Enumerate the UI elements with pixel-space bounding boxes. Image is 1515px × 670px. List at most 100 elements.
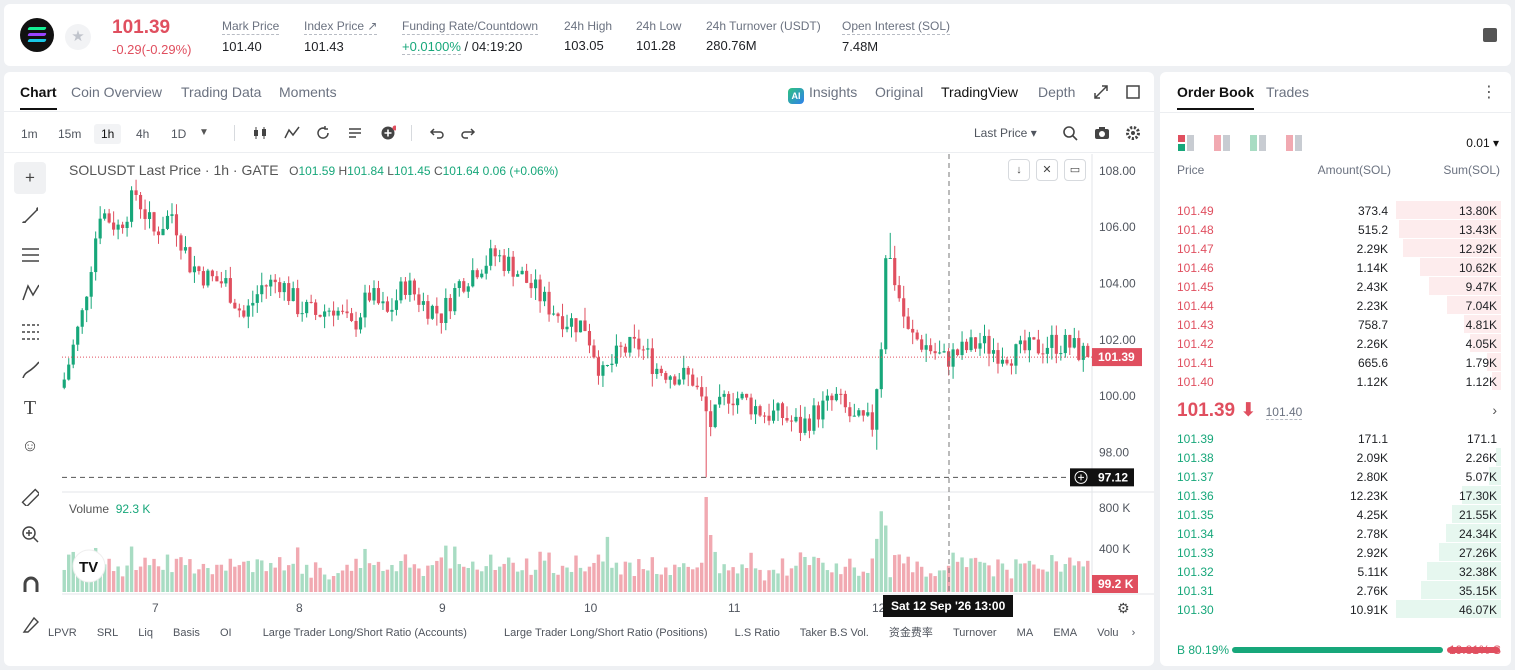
pattern-tool-icon[interactable]: [14, 276, 46, 308]
ask-row[interactable]: 101.48 515.2 13.43K: [1160, 220, 1511, 239]
volume-bar: [964, 567, 969, 592]
price-source-select[interactable]: Last Price ▾: [974, 126, 1037, 140]
text-tool-icon[interactable]: T: [23, 397, 37, 419]
ask-row[interactable]: 101.45 2.43K 9.47K: [1160, 277, 1511, 296]
indicator-basis[interactable]: Basis: [173, 627, 200, 639]
candle-type-icon[interactable]: [252, 125, 268, 141]
indicator-funding-rate[interactable]: 资金费率: [888, 627, 933, 639]
brush-tool-icon[interactable]: [14, 353, 46, 385]
bid-row[interactable]: 101.38 2.09K 2.26K: [1160, 448, 1511, 467]
scroll-down-icon[interactable]: ↓: [1008, 159, 1030, 181]
indicator-ls-positions[interactable]: Large Trader Long/Short Ratio (Positions…: [503, 627, 708, 639]
tab-coin-overview[interactable]: Coin Overview: [71, 84, 163, 100]
add-alert-icon[interactable]: [380, 125, 396, 141]
tab-order-book[interactable]: Order Book: [1177, 84, 1255, 110]
settings-gear-icon[interactable]: [1125, 125, 1141, 141]
indicator-bar: LPVR SRL Liq Basis OI Large Trader Long/…: [48, 624, 1152, 640]
bid-row[interactable]: 101.32 5.11K 32.38K: [1160, 562, 1511, 581]
ask-row[interactable]: 101.43 758.7 4.81K: [1160, 315, 1511, 334]
tab-trades[interactable]: Trades: [1266, 84, 1310, 100]
tab-depth[interactable]: Depth: [1038, 84, 1076, 100]
bid-row[interactable]: 101.36 12.23K 17.30K: [1160, 486, 1511, 505]
stat-open-interest[interactable]: Open Interest (SOL) 7.48M: [842, 19, 951, 54]
bid-row[interactable]: 101.33 2.92K 27.26K: [1160, 543, 1511, 562]
row-amount: 758.7: [1357, 318, 1388, 332]
indicator-srl[interactable]: SRL: [96, 627, 119, 639]
zoom-in-icon[interactable]: [14, 518, 46, 550]
book-icon[interactable]: [1483, 28, 1497, 42]
ask-row[interactable]: 101.42 2.26K 4.05K: [1160, 334, 1511, 353]
tab-tradingview[interactable]: TradingView: [941, 84, 1019, 100]
ruler-icon[interactable]: [14, 481, 46, 513]
volume-bar: [717, 573, 722, 592]
search-icon[interactable]: [1062, 125, 1078, 141]
horizontal-lines-icon[interactable]: [14, 238, 46, 270]
fib-tool-icon[interactable]: [14, 315, 46, 347]
timeframe-1h[interactable]: 1h: [94, 124, 122, 144]
magnet-icon[interactable]: [14, 568, 46, 600]
stat-index-price[interactable]: Index Price ↗ 101.43: [304, 19, 378, 54]
indicator-volume[interactable]: Volu: [1097, 627, 1119, 639]
ask-row[interactable]: 101.44 2.23K 7.04K: [1160, 296, 1511, 315]
indicators-icon[interactable]: [284, 125, 300, 141]
timeframe-15m[interactable]: 15m: [58, 127, 82, 141]
undo-icon[interactable]: [429, 125, 445, 141]
indicator-lpvr[interactable]: LPVR: [48, 627, 77, 639]
view-asks-only-icon[interactable]: [1286, 135, 1302, 151]
chevron-right-icon[interactable]: ›: [1492, 402, 1497, 418]
expand-icon[interactable]: [1094, 85, 1108, 99]
replay-icon[interactable]: [315, 125, 331, 141]
maximize-pane-icon[interactable]: ▭: [1064, 159, 1086, 181]
ask-row[interactable]: 101.47 2.29K 12.92K: [1160, 239, 1511, 258]
view-asks-icon[interactable]: [1214, 135, 1230, 151]
favorite-star-icon[interactable]: ★: [65, 24, 91, 50]
stat-funding-rate[interactable]: Funding Rate/Countdown +0.0100% / 04:19:…: [402, 19, 539, 55]
price-chart[interactable]: 108.00 106.00 104.00 102.00 100.00 98.00 800 K…: [4, 72, 1154, 666]
timeframe-dropdown-icon[interactable]: ▼: [199, 127, 209, 138]
view-both-icon[interactable]: [1178, 135, 1194, 151]
emoji-tool-icon[interactable]: ☺: [21, 436, 39, 455]
redo-icon[interactable]: [460, 125, 476, 141]
ask-row[interactable]: 101.49 373.4 13.80K: [1160, 201, 1511, 220]
ask-row[interactable]: 101.41 665.6 1.79K: [1160, 353, 1511, 372]
view-bids-icon[interactable]: [1250, 135, 1266, 151]
tab-chart[interactable]: Chart: [20, 84, 57, 110]
indicator-turnover[interactable]: Turnover: [952, 627, 997, 639]
fullscreen-icon[interactable]: [1126, 85, 1140, 99]
bid-row[interactable]: 101.30 10.91K 46.07K: [1160, 600, 1511, 619]
bid-row[interactable]: 101.37 2.80K 5.07K: [1160, 467, 1511, 486]
bid-row[interactable]: 101.34 2.78K 24.34K: [1160, 524, 1511, 543]
draw-mode-icon[interactable]: [14, 608, 46, 640]
ask-row[interactable]: 101.46 1.14K 10.62K: [1160, 258, 1511, 277]
indicator-ls-ratio[interactable]: L.S Ratio: [734, 627, 780, 639]
bid-row[interactable]: 101.35 4.25K 21.55K: [1160, 505, 1511, 524]
tab-insights[interactable]: AI Insights: [788, 84, 857, 104]
mid-price[interactable]: 101.39 ⬇ 101.40: [1177, 400, 1303, 421]
timeframe-1m[interactable]: 1m: [21, 127, 38, 141]
precision-select[interactable]: 0.01 ▾: [1466, 136, 1499, 150]
bid-row[interactable]: 101.31 2.76K 35.15K: [1160, 581, 1511, 600]
templates-icon[interactable]: [347, 125, 363, 141]
indicator-next-icon[interactable]: ›: [1131, 627, 1136, 639]
timeframe-4h[interactable]: 4h: [136, 127, 150, 141]
crosshair-tool-icon[interactable]: +: [14, 162, 46, 194]
indicator-ls-accounts[interactable]: Large Trader Long/Short Ratio (Accounts): [262, 627, 467, 639]
indicator-liq[interactable]: Liq: [138, 627, 153, 639]
tab-original[interactable]: Original: [875, 84, 924, 100]
camera-icon[interactable]: [1094, 125, 1110, 141]
tradingview-logo-icon: [72, 549, 106, 583]
indicator-ma[interactable]: MA: [1016, 627, 1034, 639]
indicator-taker-vol[interactable]: Taker B.S Vol.: [799, 627, 869, 639]
collapse-icon[interactable]: ✕: [1036, 159, 1058, 181]
more-menu-icon[interactable]: ⋮: [1481, 84, 1497, 101]
tab-trading-data[interactable]: Trading Data: [181, 84, 262, 100]
indicator-oi[interactable]: OI: [220, 627, 232, 639]
stat-mark-price[interactable]: Mark Price 101.40: [222, 19, 280, 54]
trend-line-icon[interactable]: [14, 199, 46, 231]
indicator-ema[interactable]: EMA: [1053, 627, 1078, 639]
bid-row[interactable]: 101.39 171.1 171.1: [1160, 429, 1511, 448]
axis-settings-icon[interactable]: ⚙: [1117, 600, 1130, 616]
tab-moments[interactable]: Moments: [279, 84, 337, 100]
ask-row[interactable]: 101.40 1.12K 1.12K: [1160, 372, 1511, 391]
timeframe-1d[interactable]: 1D: [171, 127, 187, 141]
